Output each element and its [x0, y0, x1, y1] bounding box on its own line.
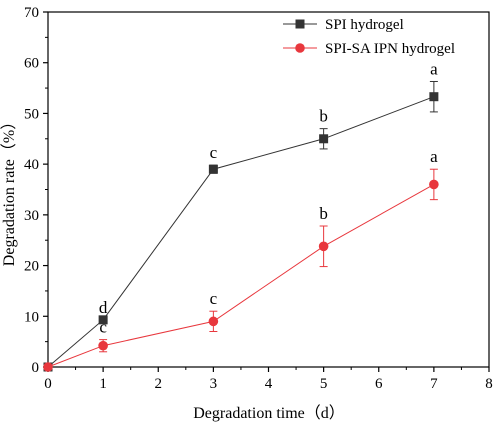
legend-label: SPI-SA IPN hydrogel: [325, 41, 455, 57]
y-tick-label: 40: [24, 157, 39, 173]
significance-label: c: [99, 318, 107, 337]
legend: SPI hydrogel SPI-SA IPN hydrogel: [283, 17, 455, 57]
data-point: [208, 316, 219, 327]
significance-label: c: [210, 143, 218, 162]
data-point: [208, 164, 218, 174]
legend-label: SPI hydrogel: [325, 17, 404, 33]
significance-label: d: [99, 298, 108, 317]
y-tick-label: 10: [24, 309, 39, 325]
significance-label: b: [319, 107, 328, 126]
data-point: [429, 92, 439, 102]
x-tick-label: 0: [44, 376, 52, 392]
data-point: [43, 362, 53, 372]
x-tick-label: 5: [320, 376, 328, 392]
x-tick-label: 6: [375, 376, 383, 392]
significance-label: a: [430, 147, 438, 166]
y-tick-label: 50: [24, 106, 39, 122]
data-point: [319, 134, 329, 144]
series-2: c c b a: [43, 147, 439, 372]
significance-label: b: [319, 204, 328, 223]
x-tick-label: 1: [99, 376, 107, 392]
y-axis-title: Degradation rate（%）: [0, 114, 18, 266]
x-tick-label: 7: [430, 376, 438, 392]
legend-item: SPI hydrogel: [283, 17, 404, 33]
x-tick-label: 8: [485, 376, 493, 392]
data-point: [429, 179, 439, 190]
data-point: [318, 241, 329, 252]
significance-label: c: [210, 289, 218, 308]
significance-label: a: [430, 59, 438, 78]
data-point: [98, 315, 108, 325]
x-tick-label: 4: [265, 376, 273, 392]
axes: 0 1 2 3 4 5 6 7 8 0 10 20 30 40 50 60 70: [24, 5, 493, 392]
y-tick-label: 30: [24, 208, 39, 224]
x-tick-label: 3: [210, 376, 218, 392]
data-point: [98, 340, 108, 351]
legend-item: SPI-SA IPN hydrogel: [283, 41, 455, 57]
y-tick-label: 20: [24, 259, 39, 275]
legend-marker: [295, 43, 305, 53]
x-axis-title: Degradation time（d）: [193, 404, 345, 422]
y-tick-label: 0: [32, 360, 40, 376]
x-tick-label: 2: [155, 376, 163, 392]
plot-frame: [47, 11, 490, 368]
y-tick-label: 60: [24, 56, 39, 72]
y-tick-label: 70: [24, 5, 39, 21]
legend-marker: [295, 19, 305, 29]
